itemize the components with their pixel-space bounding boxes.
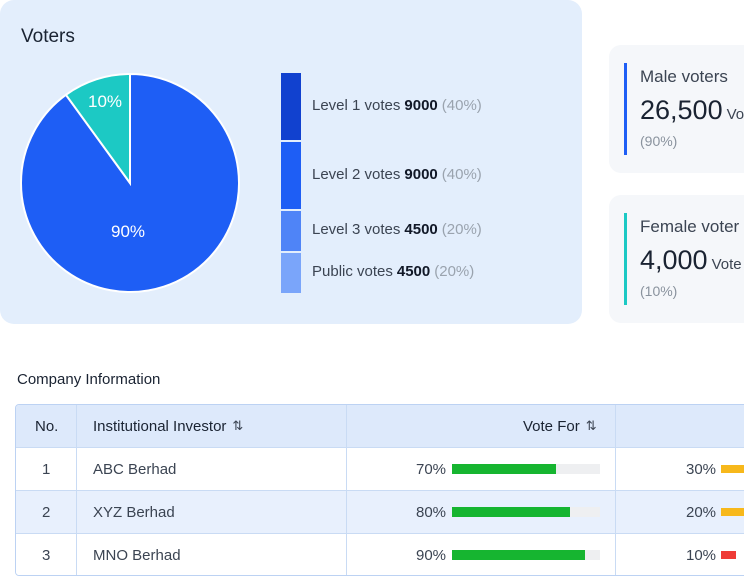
legend-swatch-level1 bbox=[281, 73, 301, 140]
legend-item-level3: Level 3 votes 4500 (20%) bbox=[312, 221, 482, 238]
stat-accent-bar bbox=[624, 213, 627, 305]
header-vote-for-label: Vote For bbox=[523, 417, 580, 435]
row-divider bbox=[16, 490, 744, 491]
vote-for-bar-fill bbox=[452, 507, 571, 517]
vote-against-bar bbox=[721, 508, 744, 516]
cell-no: 3 bbox=[42, 546, 51, 564]
cell-no: 2 bbox=[42, 503, 51, 521]
pie-slice-90[interactable] bbox=[20, 72, 240, 293]
voters-pie-chart bbox=[20, 72, 240, 293]
legend-value: 4500 bbox=[396, 263, 431, 280]
header-investor-label: Institutional Investor bbox=[93, 417, 227, 435]
row-divider bbox=[16, 533, 744, 534]
cell-against-pct: 30% bbox=[686, 460, 717, 478]
legend-value: 9000 bbox=[404, 97, 438, 114]
cell-for-pct: 70% bbox=[416, 460, 447, 478]
table-header: No. Institutional Investor ⇅ Vote For ⇅ bbox=[16, 405, 744, 447]
legend-value: 4500 bbox=[404, 221, 438, 238]
stat-unit: Vote bbox=[711, 256, 742, 273]
cell-investor: MNO Berhad bbox=[93, 546, 181, 564]
column-divider bbox=[346, 405, 347, 575]
stat-accent-bar bbox=[624, 63, 627, 155]
legend-item-level2: Level 2 votes 9000 (40%) bbox=[312, 166, 482, 183]
legend-pct: (20%) bbox=[441, 221, 482, 238]
vote-against-bar bbox=[721, 465, 744, 473]
legend-name: Level 3 votes bbox=[312, 221, 401, 238]
legend-item-level1: Level 1 votes 9000 (40%) bbox=[312, 97, 482, 114]
header-investor[interactable]: Institutional Investor ⇅ bbox=[93, 405, 243, 447]
sort-icon[interactable]: ⇅ bbox=[585, 418, 597, 433]
legend-name: Level 2 votes bbox=[312, 166, 401, 183]
voters-title: Voters bbox=[21, 26, 75, 47]
legend-name: Public votes bbox=[312, 263, 393, 280]
stat-value: 26,500 Vo bbox=[640, 95, 744, 126]
legend-item-public: Public votes 4500 (20%) bbox=[312, 263, 474, 280]
legend-pct: (40%) bbox=[441, 97, 482, 114]
vote-against-bar bbox=[721, 551, 736, 559]
legend-pct: (20%) bbox=[434, 263, 475, 280]
header-no: No. bbox=[35, 417, 59, 435]
legend-pct: (40%) bbox=[441, 166, 482, 183]
vote-for-bar bbox=[452, 507, 600, 517]
stat-number: 26,500 bbox=[640, 95, 723, 125]
vote-for-bar-fill bbox=[452, 464, 556, 474]
pie-label-10: 10% bbox=[88, 92, 123, 111]
legend-swatch-level2 bbox=[281, 142, 301, 209]
stat-pct: (90%) bbox=[640, 133, 678, 149]
stat-label: Female voter bbox=[640, 217, 740, 236]
company-table: No. Institutional Investor ⇅ Vote For ⇅ … bbox=[15, 404, 744, 576]
column-divider bbox=[76, 405, 77, 575]
cell-investor: XYZ Berhad bbox=[93, 503, 175, 521]
cell-for-pct: 90% bbox=[416, 546, 447, 564]
legend-swatch-public bbox=[281, 253, 301, 293]
stat-unit: Vo bbox=[726, 106, 744, 123]
pie-label-90: 90% bbox=[111, 222, 146, 241]
voters-card: Voters 90% 10% Level 1 votes 9000 (40%) Le… bbox=[0, 0, 582, 324]
cell-investor: ABC Berhad bbox=[93, 460, 177, 478]
company-info-title: Company Information bbox=[17, 371, 161, 388]
stat-pct: (10%) bbox=[640, 283, 678, 299]
column-divider bbox=[615, 405, 616, 575]
vote-for-bar-fill bbox=[452, 550, 586, 560]
female-voters-card: Female voter 4,000 Vote (10%) bbox=[609, 195, 744, 323]
cell-for-pct: 80% bbox=[416, 503, 447, 521]
table-row[interactable]: 2 XYZ Berhad 80% 20% bbox=[16, 491, 744, 533]
legend-swatch-level3 bbox=[281, 211, 301, 251]
cell-against-pct: 20% bbox=[686, 503, 717, 521]
cell-no: 1 bbox=[42, 460, 51, 478]
stat-label: Male voters bbox=[640, 67, 728, 86]
vote-for-bar bbox=[452, 464, 600, 474]
sort-icon[interactable]: ⇅ bbox=[232, 418, 244, 433]
vote-for-bar bbox=[452, 550, 600, 560]
legend-value: 9000 bbox=[404, 166, 438, 183]
table-row[interactable]: 3 MNO Berhad 90% 10% bbox=[16, 534, 744, 575]
stat-value: 4,000 Vote bbox=[640, 245, 742, 276]
stat-number: 4,000 bbox=[640, 245, 708, 275]
table-row[interactable]: 1 ABC Berhad 70% 30% bbox=[16, 448, 744, 490]
male-voters-card: Male voters 26,500 Vo (90%) bbox=[609, 45, 744, 173]
legend-name: Level 1 votes bbox=[312, 97, 401, 114]
pie-slice-10[interactable] bbox=[64, 72, 131, 187]
row-divider bbox=[16, 447, 744, 448]
header-vote-for[interactable]: Vote For ⇅ bbox=[523, 405, 597, 447]
cell-against-pct: 10% bbox=[686, 546, 717, 564]
